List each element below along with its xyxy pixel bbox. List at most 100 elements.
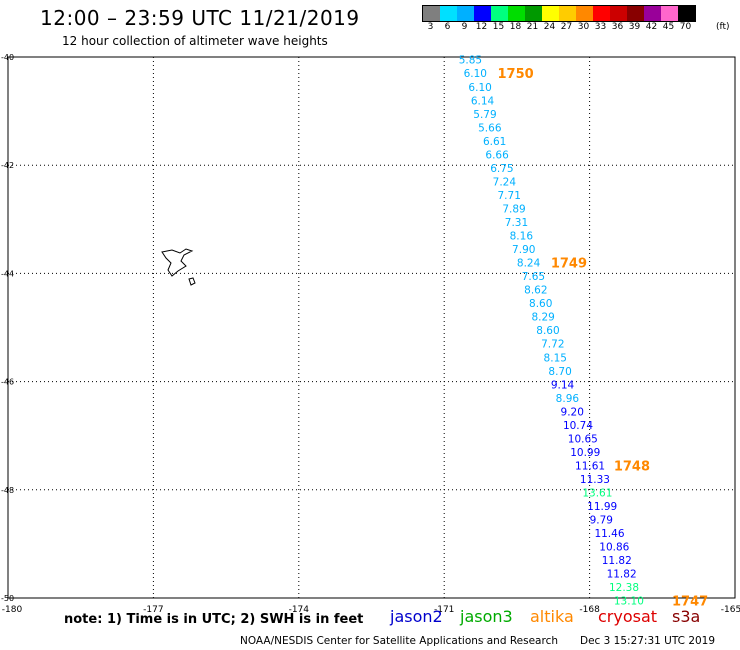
scale-label: 3 <box>427 22 434 32</box>
wave-height-point: 7.24 <box>493 176 517 188</box>
scale-swatch <box>457 6 474 21</box>
scale-label: 18 <box>509 22 522 32</box>
wave-height-point: 9.79 <box>590 515 613 527</box>
scale-label: 30 <box>577 22 590 32</box>
wave-height-point: 8.70 <box>548 366 571 378</box>
wave-height-point: 8.24 <box>517 258 541 270</box>
wave-height-point: 8.60 <box>529 298 552 310</box>
generation-date: Dec 3 15:27:31 UTC 2019 <box>580 635 716 647</box>
scale-swatch <box>627 6 644 21</box>
wave-height-point: 10.74 <box>563 420 593 432</box>
color-scale-unit: (ft) <box>716 22 730 32</box>
scale-swatch <box>644 6 661 21</box>
wave-height-point: 6.10 <box>464 68 487 80</box>
scale-label: 42 <box>645 22 658 32</box>
wave-height-point: 10.65 <box>568 433 598 445</box>
scale-swatch <box>508 6 525 21</box>
pass-time-label: 1750 <box>498 67 534 82</box>
wave-height-point: 12.38 <box>609 582 639 594</box>
legend-jason3: jason3 <box>460 607 513 626</box>
wave-height-point: 6.14 <box>471 95 495 107</box>
scale-swatch <box>678 6 695 21</box>
wave-height-point: 11.33 <box>580 474 610 486</box>
wave-height-point: 6.75 <box>490 163 513 175</box>
data-points-layer: 5.856.106.106.145.795.666.616.666.757.24… <box>459 55 708 610</box>
wave-height-point: 5.85 <box>459 55 482 67</box>
tick-layer: -180 -177 -174 -171 -168 -165 -40 -42 -44 -46 -48 -… <box>1 53 740 615</box>
credit-line: NOAA/NESDIS Center for Satellite Applica… <box>240 635 558 647</box>
wave-height-point: 13.61 <box>582 488 612 500</box>
x-tick-label: -177 <box>143 605 163 615</box>
legend-s3a: s3a <box>672 607 701 626</box>
wave-height-point: 7.71 <box>498 190 521 202</box>
wave-height-point: 7.65 <box>522 271 545 283</box>
wave-height-point: 7.72 <box>541 339 564 351</box>
chart-title: 12:00 – 23:59 UTC 11/21/2019 <box>40 6 360 30</box>
wave-height-point: 11.99 <box>587 501 617 513</box>
plot-frame <box>7 56 736 599</box>
wave-height-point: 8.16 <box>510 231 534 243</box>
legend-cryosat: cryosat <box>598 607 658 626</box>
scale-swatch <box>423 6 440 21</box>
wave-height-point: 7.89 <box>502 203 525 215</box>
y-tick-label: -46 <box>1 378 14 387</box>
pass-time-label: 1747 <box>672 595 708 610</box>
wave-height-point: 11.82 <box>607 569 637 581</box>
wave-height-point: 6.66 <box>485 149 509 161</box>
y-tick-label: -50 <box>1 594 14 603</box>
pass-time-label: 1749 <box>551 257 587 272</box>
scale-swatch <box>525 6 542 21</box>
wave-height-point: 7.90 <box>512 244 535 256</box>
y-tick-label: -48 <box>1 486 14 495</box>
wave-height-point: 13.10 <box>614 596 644 608</box>
island-outline <box>161 248 196 286</box>
scale-swatch <box>661 6 678 21</box>
scale-label: 36 <box>611 22 624 32</box>
wave-height-point: 11.46 <box>594 528 624 540</box>
wave-height-point: 8.96 <box>556 393 580 405</box>
x-tick-label: -174 <box>289 605 310 615</box>
scale-label: 6 <box>444 22 451 32</box>
scale-swatch <box>610 6 627 21</box>
pass-time-label: 1748 <box>614 459 650 474</box>
scale-label: 21 <box>526 22 539 32</box>
scale-label: 15 <box>492 22 505 32</box>
color-scale-bar <box>422 5 696 22</box>
scale-label: 45 <box>662 22 675 32</box>
wave-height-point: 11.82 <box>602 555 632 567</box>
wave-height-point: 5.66 <box>478 122 502 134</box>
scale-swatch <box>593 6 610 21</box>
wave-height-point: 10.99 <box>570 447 600 459</box>
x-tick-label: -165 <box>721 605 740 615</box>
wave-height-point: 10.86 <box>599 542 629 554</box>
x-tick-label: -180 <box>2 605 23 615</box>
wave-height-point: 5.79 <box>473 109 496 121</box>
scale-swatch <box>559 6 576 21</box>
x-tick-label: -171 <box>434 605 454 615</box>
wave-height-point: 7.31 <box>505 217 528 229</box>
wave-height-point: 9.20 <box>561 406 584 418</box>
scale-label: 70 <box>679 22 692 32</box>
y-tick-label: -42 <box>1 161 14 170</box>
scale-label: 27 <box>560 22 573 32</box>
y-tick-label: -44 <box>1 269 14 278</box>
wave-height-point: 6.61 <box>483 136 506 148</box>
y-tick-label: -40 <box>1 53 14 62</box>
scale-swatch <box>491 6 508 21</box>
wave-height-point: 6.10 <box>468 82 491 94</box>
wave-height-point: 8.29 <box>531 312 554 324</box>
wave-height-point: 8.60 <box>536 325 559 337</box>
scale-swatch <box>542 6 559 21</box>
color-scale-labels: 3 6 9 12 15 18 21 24 27 30 33 36 39 42 45 70 <box>422 22 694 32</box>
scale-swatch <box>440 6 457 21</box>
scale-swatch <box>576 6 593 21</box>
wave-height-point: 9.14 <box>551 379 575 391</box>
scale-label: 39 <box>628 22 641 32</box>
scale-label: 24 <box>543 22 556 32</box>
wave-height-point: 11.61 <box>575 460 605 472</box>
legend-altika: altika <box>530 607 574 626</box>
chart-subtitle: 12 hour collection of altimeter wave hei… <box>62 34 328 48</box>
footnote: note: 1) Time is in UTC; 2) SWH is in fe… <box>64 612 364 627</box>
scale-label: 33 <box>594 22 607 32</box>
